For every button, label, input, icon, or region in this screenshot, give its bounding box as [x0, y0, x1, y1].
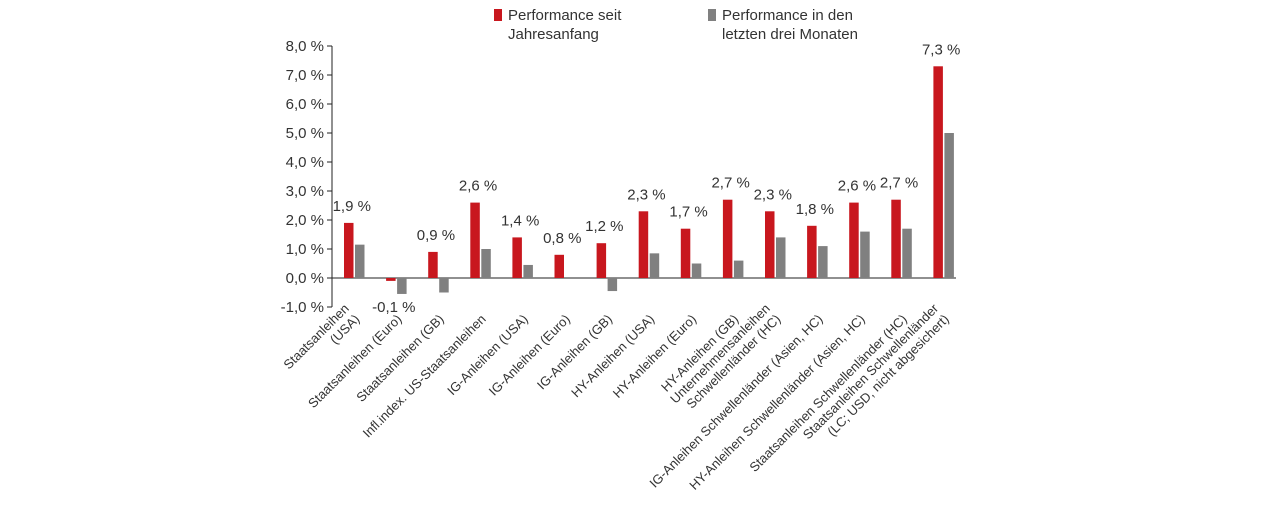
- bar-q3m: [691, 263, 702, 278]
- bar-ytd: [470, 202, 480, 278]
- bar-q3m: [607, 278, 618, 292]
- y-tick-label: 1,0 %: [286, 241, 324, 258]
- bar-ytd: [722, 199, 733, 278]
- bar-ytd: [680, 228, 691, 278]
- bar-ytd: [554, 254, 564, 278]
- value-label: 1,4 %: [501, 212, 539, 229]
- legend-q3m-line2: letzten drei Monaten: [722, 26, 858, 43]
- bar-ytd: [849, 202, 859, 278]
- bar-ytd: [807, 225, 817, 278]
- bar-ytd: [638, 211, 649, 278]
- category-label: IG-Anleihen (GB): [534, 311, 615, 392]
- bar-q3m: [439, 278, 449, 293]
- value-label: -0,1 %: [372, 299, 415, 316]
- y-tick-label: 2,0 %: [286, 212, 324, 229]
- bar-q3m: [481, 249, 491, 278]
- bar-ytd: [428, 251, 438, 278]
- value-label: 2,7 %: [880, 175, 918, 192]
- y-tick-label: 7,0 %: [286, 67, 324, 84]
- value-label: 1,2 %: [585, 218, 623, 235]
- bar-q3m: [818, 246, 828, 278]
- bar-q3m: [397, 278, 407, 294]
- legend-q3m-line1: Performance in den: [722, 7, 853, 24]
- value-label: 1,7 %: [669, 204, 707, 221]
- bar-q3m: [860, 231, 870, 278]
- category-label-line: IG-Anleihen (GB): [534, 311, 615, 392]
- bar-ytd: [512, 237, 522, 278]
- y-tick-label: 8,0 %: [286, 38, 324, 55]
- bar-q3m: [944, 133, 954, 278]
- value-label: 0,8 %: [543, 230, 581, 247]
- value-label: 1,9 %: [333, 198, 371, 215]
- bar-q3m: [902, 228, 912, 278]
- y-tick-label: 4,0 %: [286, 154, 324, 171]
- value-label: 0,9 %: [417, 227, 455, 244]
- value-label: 2,7 %: [711, 175, 749, 192]
- legend-ytd-line1: Performance seit: [508, 7, 622, 24]
- bar-ytd: [765, 211, 775, 278]
- bar-ytd: [891, 199, 901, 278]
- value-label: 2,3 %: [754, 186, 792, 203]
- legend-ytd-swatch: [494, 9, 502, 21]
- legend-ytd-line2: Jahresanfang: [508, 26, 599, 43]
- bar-ytd: [933, 66, 943, 278]
- bar-q3m: [523, 264, 533, 278]
- y-tick-label: 0,0 %: [286, 270, 324, 287]
- value-label: 2,6 %: [838, 178, 876, 195]
- y-tick-label: 3,0 %: [286, 183, 324, 200]
- value-label: 2,3 %: [627, 186, 665, 203]
- value-label: 7,3 %: [922, 41, 960, 58]
- category-label-line: Staatsanleihen Schwellenländer (HC): [746, 311, 909, 474]
- value-label: 1,8 %: [796, 201, 834, 218]
- bar-q3m: [649, 253, 660, 278]
- bar-ytd: [596, 243, 607, 278]
- category-label: Staatsanleihen Schwellenländer (HC): [746, 311, 909, 474]
- bar-ytd: [386, 278, 396, 281]
- y-tick-label: 6,0 %: [286, 96, 324, 113]
- bar-q3m: [776, 237, 786, 278]
- y-tick-label: -1,0 %: [281, 299, 324, 316]
- y-tick-label: 5,0 %: [286, 125, 324, 142]
- bar-ytd: [344, 222, 354, 278]
- value-label: 2,6 %: [459, 178, 497, 195]
- bar-q3m: [733, 260, 744, 278]
- legend-q3m-swatch: [708, 9, 716, 21]
- bar-q3m: [355, 244, 365, 278]
